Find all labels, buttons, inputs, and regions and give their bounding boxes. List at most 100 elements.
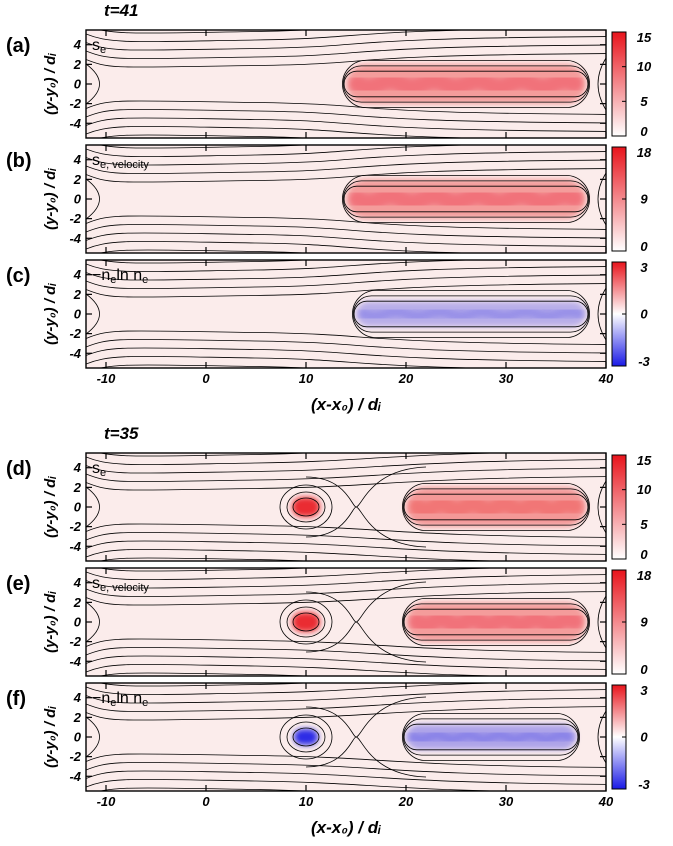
contour-line xyxy=(597,57,606,111)
contour-line xyxy=(342,180,590,218)
heatmap-band xyxy=(408,494,584,520)
contour-line xyxy=(403,608,589,636)
contour-line xyxy=(292,612,320,632)
y-tick-label: 0 xyxy=(74,77,82,92)
y-tick-label: -2 xyxy=(69,211,81,226)
x-tick-label: 30 xyxy=(499,371,514,386)
separatrix xyxy=(305,506,427,548)
contour-line xyxy=(286,721,326,753)
field-lines xyxy=(86,568,606,676)
y-tick-label: -4 xyxy=(69,116,81,131)
contour-line xyxy=(597,172,606,226)
colorbar-tick-label: -3 xyxy=(638,354,650,369)
heatmap-band xyxy=(407,728,575,746)
contour-line xyxy=(86,338,606,354)
y-axis-label: (y-y₀) / dᵢ xyxy=(42,591,59,653)
contour-line xyxy=(343,185,589,213)
contour-line xyxy=(86,108,606,124)
contour-line xyxy=(86,486,100,528)
y-tick-label: -2 xyxy=(69,749,81,764)
x-tick-label: 0 xyxy=(202,371,210,386)
heatmap-b xyxy=(86,145,606,253)
contour-line xyxy=(86,159,606,175)
x-tick-label: 40 xyxy=(598,794,614,809)
y-tick-label: -4 xyxy=(69,654,81,669)
colorbar: 3 0 -3 xyxy=(611,260,651,369)
contour-line xyxy=(402,603,590,641)
colorbar-tick-label: 0 xyxy=(640,307,648,322)
y-axis-label: (y-y₀) / dᵢ xyxy=(42,476,59,538)
contour-line xyxy=(597,287,606,341)
x-tick-label: 40 xyxy=(598,371,614,386)
x-tick-label: 0 xyxy=(202,794,210,809)
heatmap-a xyxy=(86,30,606,138)
x-axis-label: (x-x₀) / dᵢ xyxy=(311,395,381,414)
contour-line xyxy=(352,295,590,333)
contour-line xyxy=(86,330,606,345)
contour-line xyxy=(402,598,590,647)
contour-line xyxy=(279,599,333,645)
y-tick-label: -2 xyxy=(69,634,81,649)
x-tick-label: -10 xyxy=(97,794,117,809)
colorbar-tick-label: 0 xyxy=(640,124,648,139)
colorbar-tick-label: 10 xyxy=(637,482,652,497)
y-tick-label: 2 xyxy=(73,595,82,610)
panel-label: (c) xyxy=(6,265,30,287)
y-tick-label: 0 xyxy=(74,192,82,207)
contour-line xyxy=(86,582,606,598)
contour-line xyxy=(352,289,590,338)
contour-line xyxy=(86,283,606,298)
y-tick-label: 2 xyxy=(73,287,82,302)
y-tick-label: -4 xyxy=(69,539,81,554)
x-tick-label: 20 xyxy=(398,794,414,809)
quantity-label: se xyxy=(92,37,106,56)
contour-line xyxy=(86,638,606,653)
colorbar-tick-label: 15 xyxy=(637,453,652,468)
contour-line xyxy=(86,523,606,538)
quantity-label: −neln ne xyxy=(92,690,148,709)
contour-line xyxy=(86,753,606,768)
panel-label: (e) xyxy=(6,573,30,595)
contour-line xyxy=(86,601,100,643)
contour-line xyxy=(342,174,590,223)
contour-line xyxy=(86,293,100,335)
y-tick-label: 2 xyxy=(73,710,82,725)
y-tick-label: 4 xyxy=(73,460,82,475)
y-tick-label: 2 xyxy=(73,480,82,495)
contour-line xyxy=(342,60,590,109)
panel-label: (d) xyxy=(6,458,32,480)
colorbar-tick-label: 0 xyxy=(640,239,648,254)
colorbar-tick-label: 10 xyxy=(637,59,652,74)
contour-line xyxy=(86,100,606,115)
colorbar-tick-label: 15 xyxy=(637,30,652,45)
contour-line xyxy=(292,727,320,747)
contour-line xyxy=(343,70,589,98)
y-tick-label: 0 xyxy=(74,615,82,630)
contour-line xyxy=(279,484,333,530)
heatmap-region xyxy=(292,497,320,517)
y-tick-label: 4 xyxy=(73,575,82,590)
quantity-label: se, velocity xyxy=(92,152,149,171)
y-tick-label: 2 xyxy=(73,172,82,187)
heatmap-band xyxy=(348,71,584,97)
heatmap-c xyxy=(86,260,606,368)
contour-line xyxy=(86,232,606,247)
contour-line xyxy=(86,574,606,589)
contour-line xyxy=(86,761,606,777)
contour-line xyxy=(99,683,319,687)
heatmap-region xyxy=(294,729,318,745)
heatmap-d xyxy=(86,453,606,561)
field-lines xyxy=(86,145,606,253)
contour-line xyxy=(403,493,589,521)
x-tick-label: 10 xyxy=(299,794,314,809)
contour-line xyxy=(597,595,606,649)
y-axis-label: (y-y₀) / dᵢ xyxy=(42,283,59,345)
contour-line xyxy=(99,557,319,561)
colorbar-tick-label: 3 xyxy=(640,260,648,275)
colorbar: 15 10 5 0 xyxy=(611,453,652,562)
colorbar-scale xyxy=(611,454,627,560)
x-tick-label: 10 xyxy=(299,371,314,386)
x-tick-label: 30 xyxy=(499,794,514,809)
